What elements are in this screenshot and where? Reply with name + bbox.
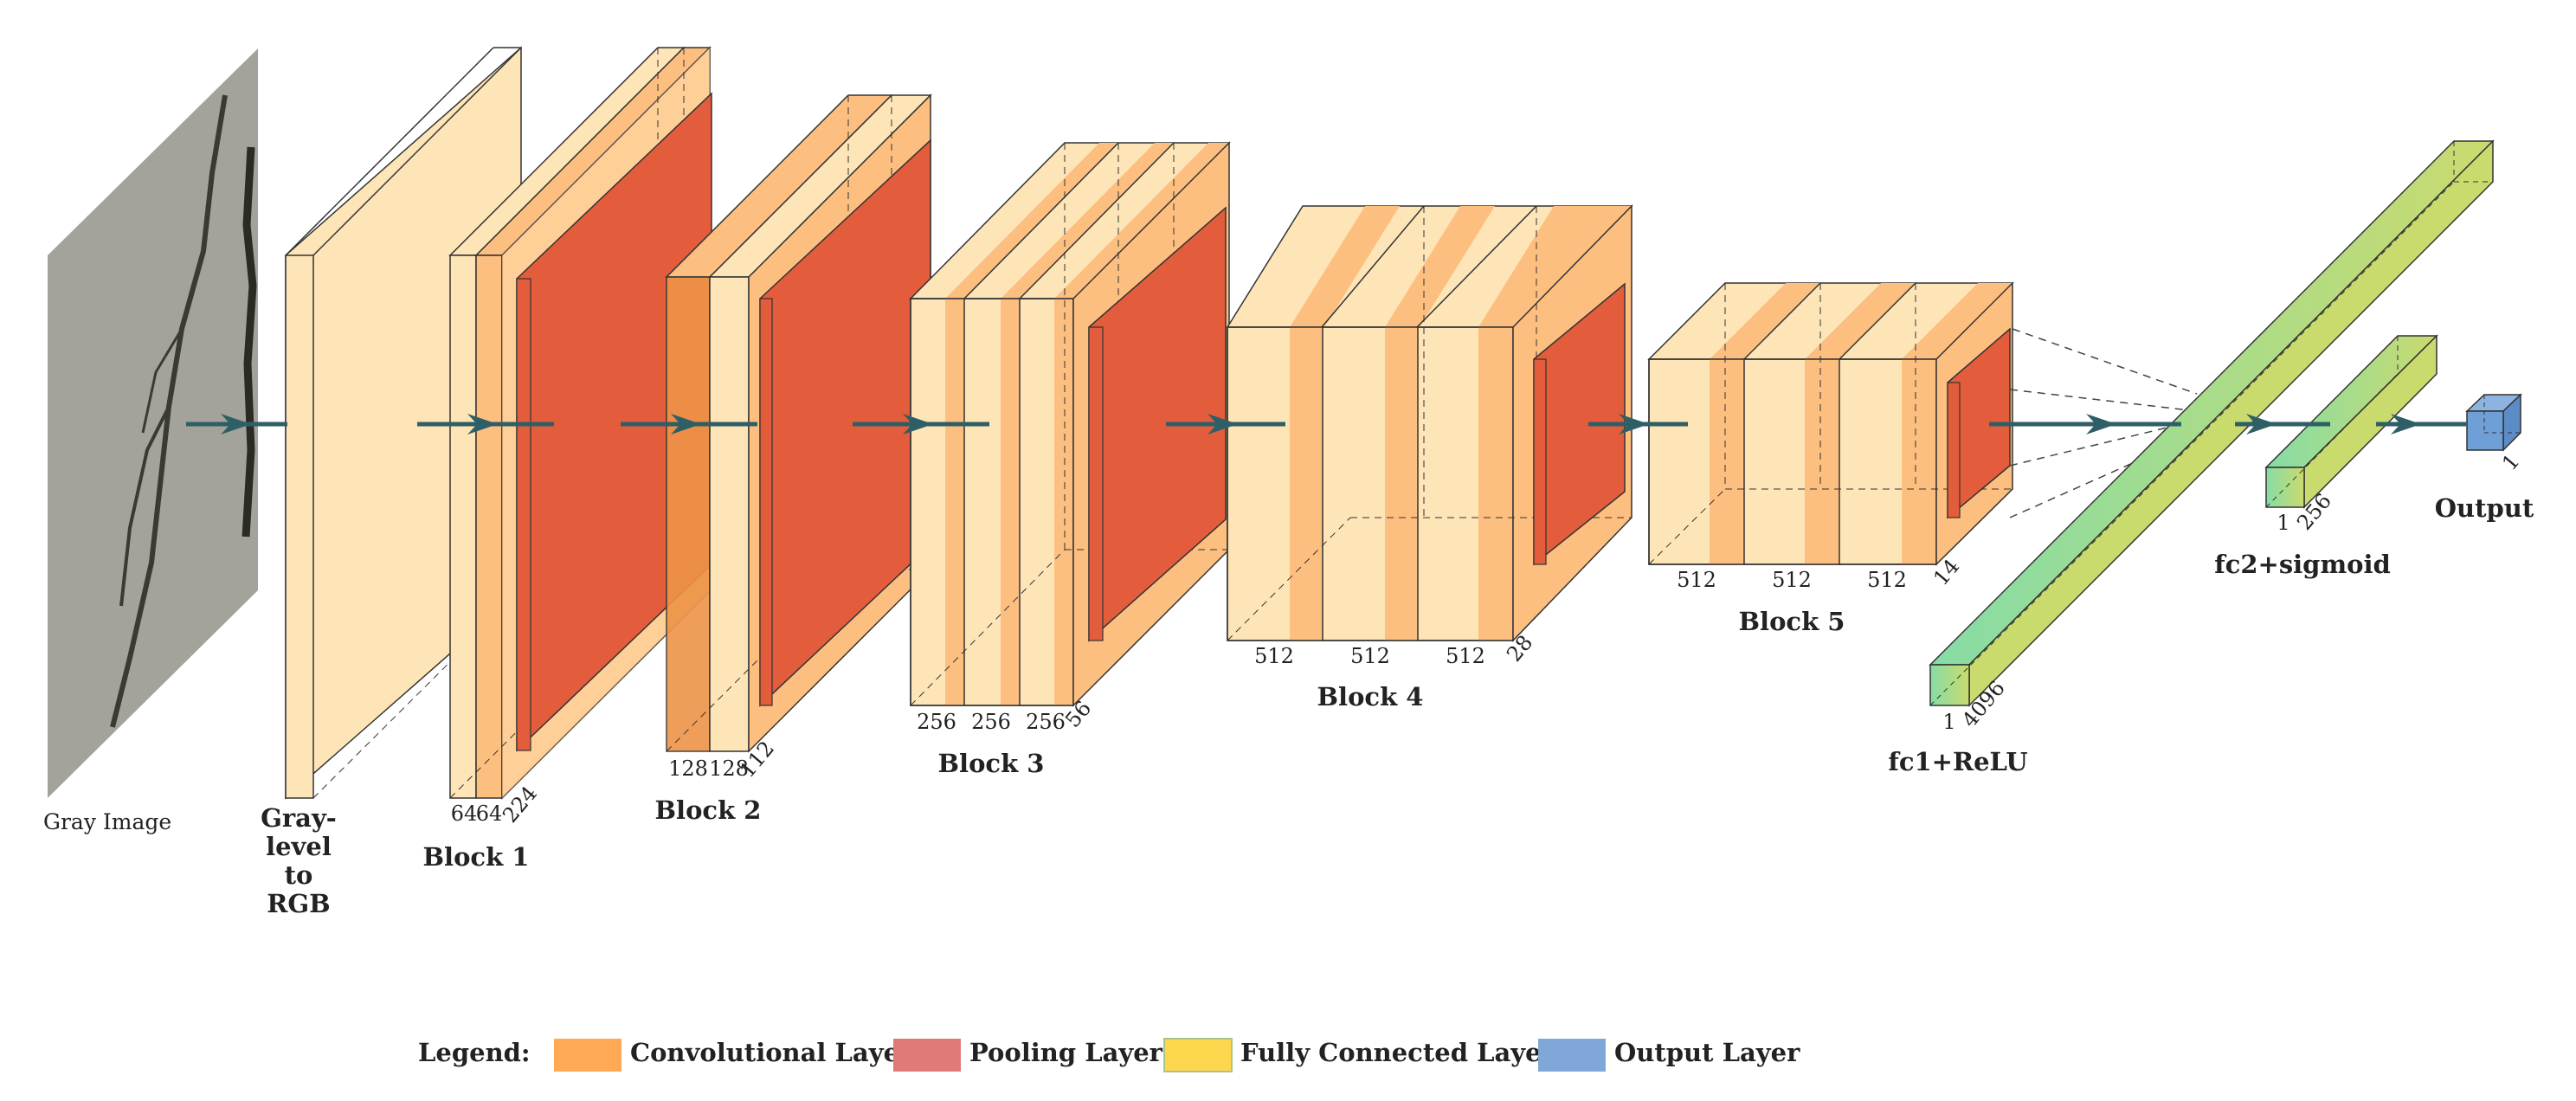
- block-2-ch-1: 128: [668, 757, 708, 781]
- output-layer: 1 Output: [2435, 393, 2534, 523]
- fc2-width: 1: [2277, 511, 2289, 535]
- block-2: 128 128 112 Block 2: [655, 93, 932, 825]
- arrowhead: [221, 414, 251, 435]
- block-1-ch-1: 64: [451, 802, 478, 826]
- conv-layer: [709, 276, 750, 752]
- block-2-ch-2: 128: [709, 757, 749, 781]
- input-label: Gray Image: [43, 809, 171, 834]
- block-4-ch-1: 512: [1254, 644, 1294, 668]
- block-3-label: Block 3: [938, 749, 1045, 778]
- gray-to-rgb-label-line-2: level: [266, 832, 332, 861]
- gray-to-rgb-label-line-3: to: [285, 860, 313, 890]
- conv-layer: [475, 254, 503, 799]
- gray-to-rgb-label-line-4: RGB: [267, 889, 330, 918]
- slab-front: [285, 254, 314, 799]
- legend-swatch-pool: [893, 1039, 961, 1072]
- block-5-ch-2: 512: [1772, 568, 1812, 592]
- fc2-layer: 1 256 fc2+sigmoid: [2214, 334, 2438, 579]
- block-4: 512 512 512 28 Block 4: [1226, 204, 1633, 711]
- conv-layer: [666, 276, 711, 752]
- block-1-label: Block 1: [423, 842, 530, 872]
- block-3: 256 256 256 56 Block 3: [909, 141, 1231, 778]
- flow-arrows: [186, 414, 2467, 435]
- legend-swatch-fc: [1163, 1038, 1233, 1072]
- fc1-width: 1: [1942, 710, 1955, 734]
- legend-label-fc: Fully Connected Layer: [1240, 1038, 1555, 1067]
- block-3-ch-3: 256: [1026, 710, 1066, 734]
- crack-line: [242, 146, 257, 538]
- legend: Legend: Convolutional Layer Pooling Laye…: [418, 1038, 1800, 1072]
- legend-label-output: Output Layer: [1614, 1038, 1800, 1067]
- legend-label-conv: Convolutional Layer: [630, 1038, 913, 1067]
- block-5-ch-1: 512: [1677, 568, 1716, 592]
- legend-label-pool: Pooling Layer: [969, 1038, 1163, 1067]
- block-5: 512 512 512 14 Block 5: [1647, 281, 2014, 636]
- block-3-ch-2: 256: [971, 710, 1011, 734]
- gray-to-rgb-label-line-1: Gray-: [261, 803, 337, 833]
- legend-item-conv: Convolutional Layer: [554, 1038, 913, 1072]
- fc1-label: fc1+ReLU: [1888, 747, 2027, 776]
- block-5-ch-3: 512: [1867, 568, 1907, 592]
- input-image: Gray Image: [43, 48, 258, 834]
- block-4-ch-2: 512: [1350, 644, 1390, 668]
- crack-line: [141, 328, 184, 434]
- output-label: Output: [2435, 493, 2534, 523]
- block-4-label: Block 4: [1317, 682, 1424, 711]
- legend-item-output: Output Layer: [1538, 1038, 1800, 1072]
- crack-line: [119, 406, 171, 607]
- block-1-ch-2: 64: [476, 802, 503, 826]
- legend-item-fc: Fully Connected Layer: [1163, 1038, 1555, 1072]
- fc2-label: fc2+sigmoid: [2214, 550, 2391, 579]
- legend-item-pool: Pooling Layer: [893, 1038, 1163, 1072]
- legend-title: Legend:: [418, 1038, 531, 1067]
- block-5-label: Block 5: [1739, 607, 1845, 636]
- block-2-label: Block 2: [655, 795, 762, 825]
- block-3-ch-1: 256: [917, 710, 956, 734]
- block-4-ch-3: 512: [1446, 644, 1485, 668]
- legend-swatch-output: [1538, 1039, 1606, 1072]
- output-size: 1: [2497, 449, 2524, 475]
- block-1: 64 64 224 Block 1: [423, 46, 712, 872]
- legend-swatch-conv: [554, 1039, 621, 1072]
- conv-layer: [449, 254, 477, 799]
